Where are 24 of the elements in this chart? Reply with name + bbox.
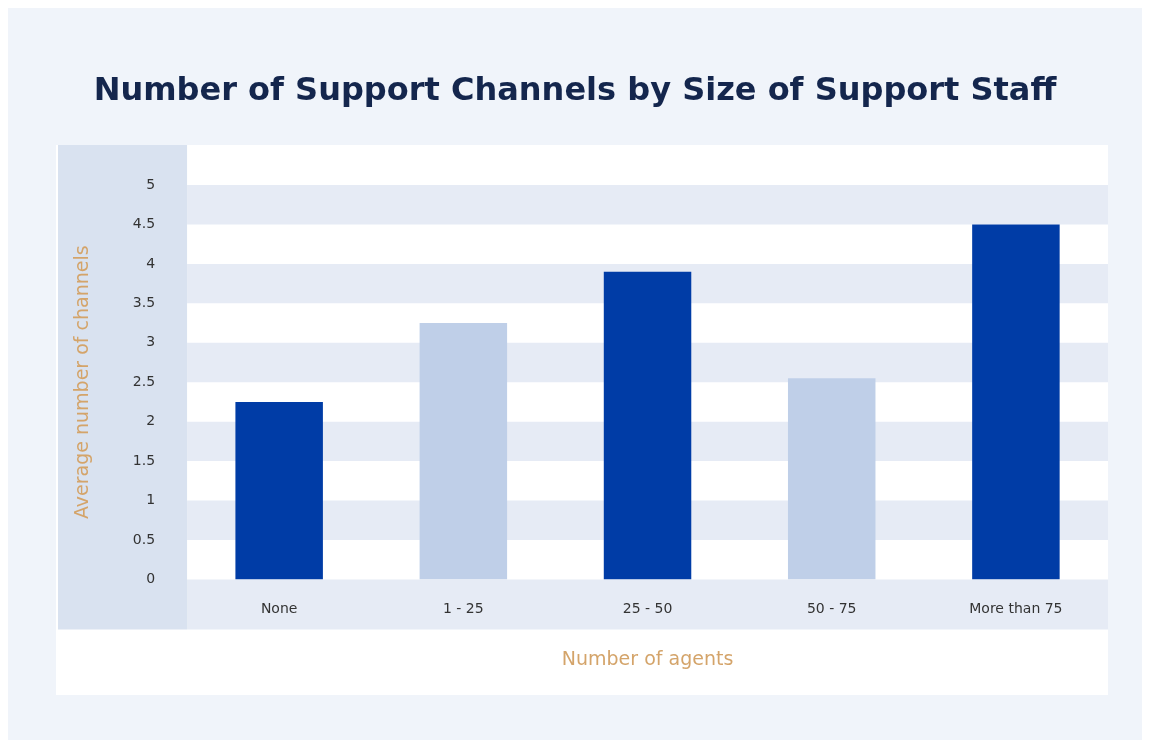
bar bbox=[972, 224, 1060, 580]
bar bbox=[419, 323, 508, 580]
x-tick-label: None bbox=[260, 600, 298, 617]
x-tick-label: 50 - 75 bbox=[806, 600, 857, 617]
y-tick-label: 4 bbox=[146, 254, 156, 271]
y-tick-label: 0.5 bbox=[132, 530, 156, 547]
x-tick-label: 1 - 25 bbox=[443, 600, 484, 617]
y-axis-title: Average number of channels bbox=[70, 245, 93, 520]
x-tick-label: 25 - 50 bbox=[622, 600, 673, 617]
y-tick-label: 5 bbox=[146, 175, 156, 192]
y-tick-label: 4.5 bbox=[132, 215, 156, 232]
y-tick-label: 3.5 bbox=[132, 293, 156, 310]
y-tick-label: 2 bbox=[146, 412, 156, 429]
bar bbox=[787, 378, 876, 580]
x-axis-title: Number of agents bbox=[561, 646, 734, 669]
bar bbox=[603, 271, 692, 580]
x-tick-label: More than 75 bbox=[969, 600, 1063, 617]
bar bbox=[235, 401, 323, 580]
chart-title: Number of Support Channels by Size of Support Staff bbox=[92, 70, 1058, 108]
y-tick-label: 0 bbox=[146, 570, 156, 587]
y-tick-label: 1.5 bbox=[132, 451, 156, 468]
y-tick-label: 2.5 bbox=[132, 372, 156, 389]
y-tick-label: 3 bbox=[146, 333, 156, 350]
y-tick-label: 1 bbox=[146, 491, 156, 508]
